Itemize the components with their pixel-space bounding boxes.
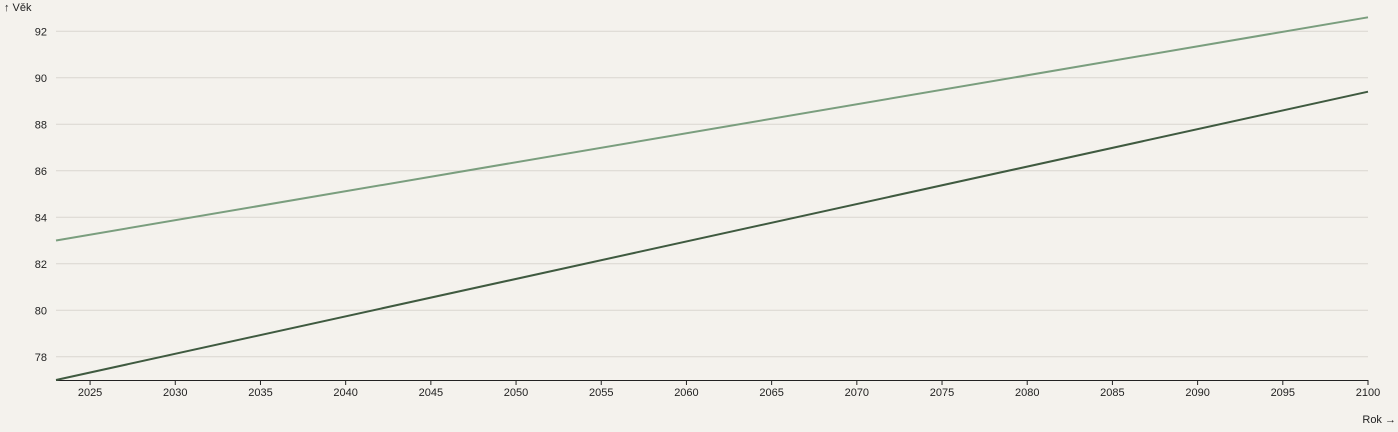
x-tick-label: 2070	[845, 387, 869, 399]
y-tick-label: 86	[35, 166, 47, 178]
y-tick-label: 90	[35, 73, 47, 85]
series-line	[55, 16, 1369, 242]
y-tick-label: 82	[35, 259, 47, 271]
y-tick-label: 88	[35, 119, 47, 131]
x-axis-label: Rok →	[1362, 414, 1396, 426]
y-axis-label: ↑ Věk	[4, 2, 32, 14]
x-tick-label: 2085	[1100, 387, 1124, 399]
x-tick-label: 2080	[1015, 387, 1039, 399]
x-tick-label: 2050	[504, 387, 528, 399]
x-tick-label: 2025	[78, 387, 102, 399]
x-tick-label: 2090	[1185, 387, 1209, 399]
x-tick-label: 2030	[163, 387, 187, 399]
x-tick-label: 2055	[589, 387, 613, 399]
x-tick-label: 2040	[333, 387, 357, 399]
x-tick-label: 2060	[674, 387, 698, 399]
y-tick-label: 78	[35, 352, 47, 364]
x-tick-label: 2035	[248, 387, 272, 399]
x-tick-label: 2075	[930, 387, 954, 399]
x-tick-label: 2045	[419, 387, 443, 399]
x-tick-label: 2095	[1271, 387, 1295, 399]
y-tick-label: 84	[35, 212, 47, 224]
series-line	[55, 90, 1369, 381]
x-tick-label: 2065	[759, 387, 783, 399]
y-tick-label: 80	[35, 305, 47, 317]
x-tick-label: 2100	[1356, 387, 1380, 399]
y-tick-label: 92	[35, 26, 47, 38]
